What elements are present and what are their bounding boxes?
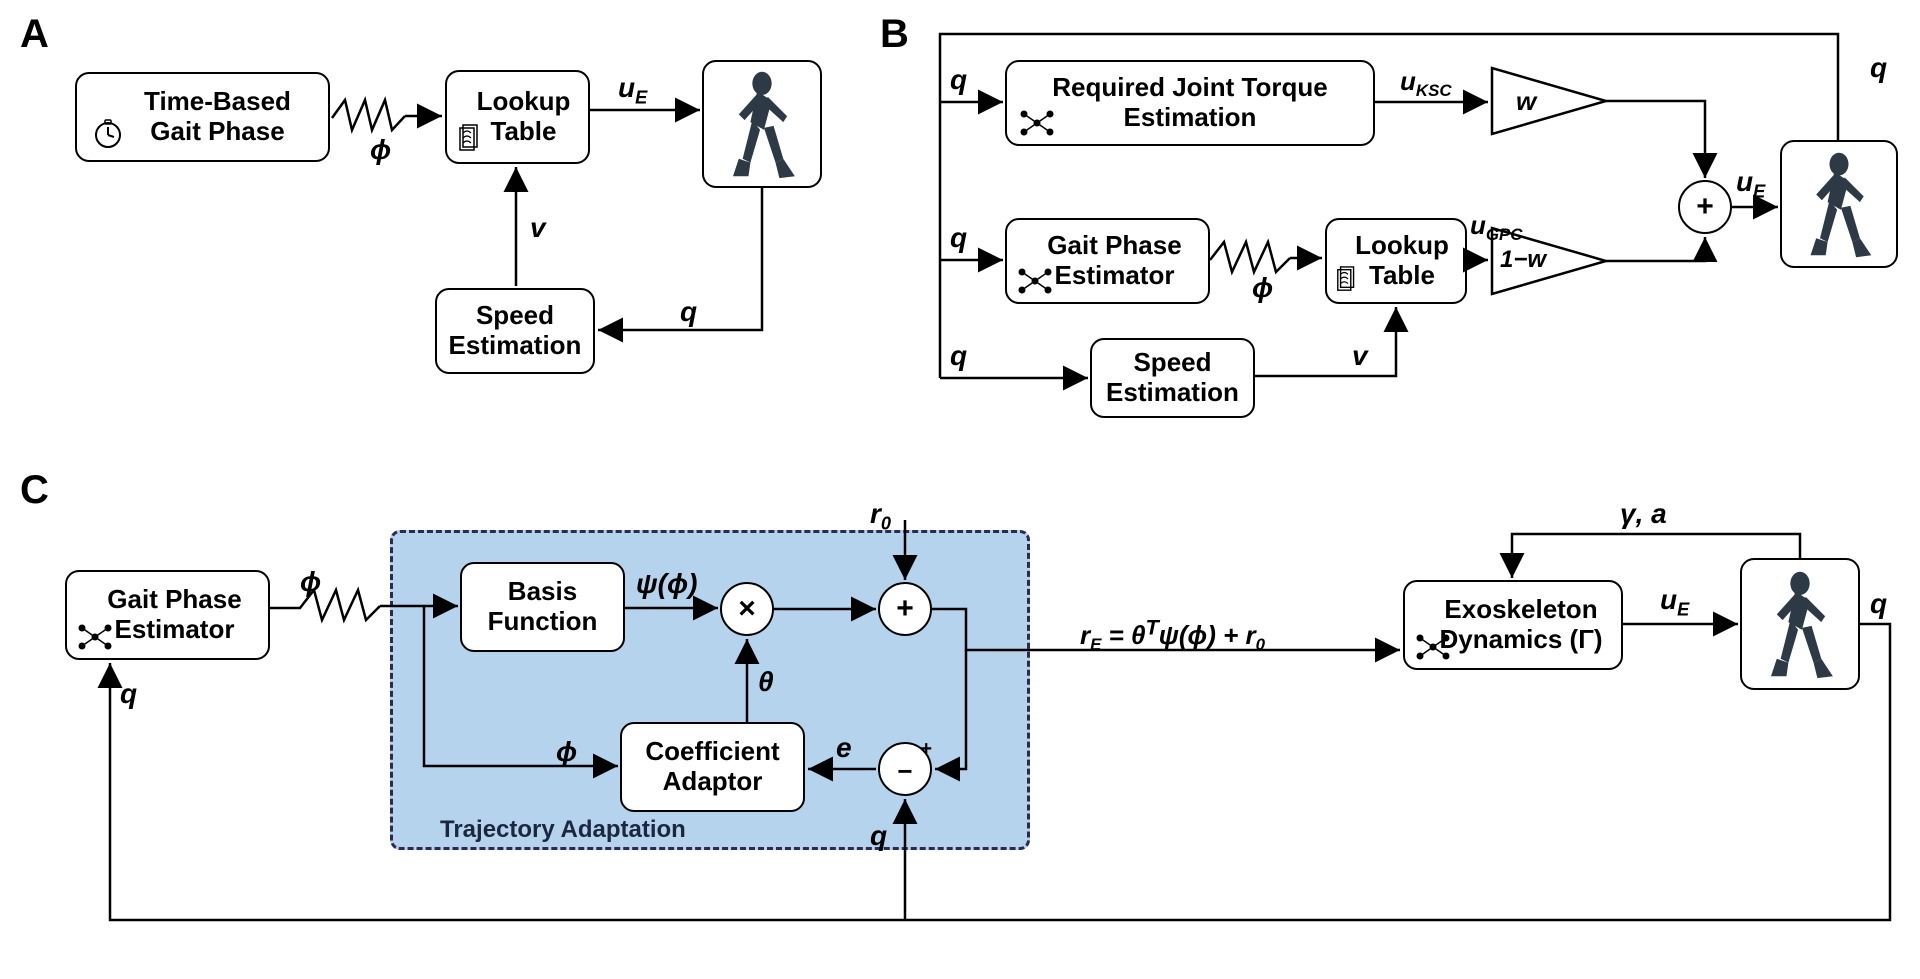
c-label-ue-text: uE	[1660, 584, 1689, 615]
c-label-q1: q	[120, 678, 137, 710]
c-mult-op: ×	[720, 582, 774, 636]
b-speed-text: Speed Estimation	[1106, 348, 1239, 408]
c-label-q3: q	[1870, 588, 1887, 620]
c-mult-symbol: ×	[738, 592, 756, 626]
c-label-gammaA: γ, a	[1620, 498, 1667, 530]
c-label-psi: ψ(ϕ)	[636, 568, 698, 600]
nn-icon	[1019, 108, 1055, 145]
panel-label-b: B	[880, 12, 909, 57]
a-label-q: q	[680, 296, 697, 328]
b-label-ue: uE	[1736, 166, 1765, 203]
c-basis-box: Basis Function	[460, 562, 625, 652]
a-label-phi: ϕ	[370, 134, 391, 166]
c-gait-phase-text: Gait Phase Estimator	[93, 585, 241, 645]
clock-icon	[91, 118, 125, 159]
nn-icon	[1017, 266, 1053, 303]
c-shaded-caption: Trajectory Adaptation	[440, 816, 686, 844]
c-label-rE-text: rE = θTψ(ϕ) + r0	[1080, 620, 1265, 650]
b-label-q4: q	[1870, 52, 1887, 84]
b-req-torque-box: Required Joint Torque Estimation	[1005, 60, 1375, 146]
a-speed-text: Speed Estimation	[449, 301, 582, 361]
a-label-ue-text: uE	[618, 72, 647, 103]
c-label-e: e	[836, 732, 852, 764]
b-label-q2: q	[950, 222, 967, 254]
a-time-gait-text: Time-Based Gait Phase	[114, 87, 291, 147]
b-lookup-box: Lookup Table	[1325, 218, 1467, 304]
c-label-rE: rE = θTψ(ϕ) + r0	[1080, 614, 1265, 655]
c-label-theta: θ	[758, 666, 774, 698]
panel-label-a: A	[20, 12, 49, 57]
b-label-phi: ϕ	[1252, 272, 1273, 304]
c-coeff-text: Coefficient Adaptor	[645, 737, 779, 797]
nn-icon	[1415, 632, 1451, 669]
c-gait-phase-box: Gait Phase Estimator	[65, 570, 270, 660]
notes-icon	[457, 122, 485, 161]
a-speed-box: Speed Estimation	[435, 288, 595, 374]
b-sum-op: +	[1678, 180, 1732, 234]
b-label-q3: q	[950, 340, 967, 372]
a-label-v: v	[530, 212, 546, 244]
c-err-op: − +	[878, 742, 932, 796]
a-lookup-box: Lookup Table	[445, 70, 590, 164]
b-label-ue-text: uE	[1736, 166, 1765, 197]
b-exoskeleton-icon	[1780, 140, 1898, 268]
b-gait-phase-box: Gait Phase Estimator	[1005, 218, 1210, 304]
b-gain-w-label: w	[1516, 86, 1536, 117]
b-label-uksc-text: uKSC	[1400, 66, 1452, 96]
c-label-ue: uE	[1660, 584, 1689, 621]
c-label-r0: r0	[870, 498, 891, 535]
c-label-q2: q	[870, 820, 887, 852]
b-gain-w-icon	[1490, 66, 1610, 136]
a-label-ue: uE	[618, 72, 647, 109]
c-label-phi2: ϕ	[556, 736, 577, 768]
c-err-symbol: −	[897, 756, 912, 787]
diagram-canvas: A B C Time-Based Gait Phase Lookup Table…	[0, 0, 1920, 979]
c-basis-text: Basis Function	[488, 577, 598, 637]
c-err-plus: +	[920, 738, 932, 761]
b-req-torque-text: Required Joint Torque Estimation	[1052, 73, 1327, 133]
c-exoskeleton-icon	[1740, 558, 1860, 690]
panel-label-c: C	[20, 468, 49, 513]
notes-icon	[1335, 264, 1361, 301]
c-coeff-box: Coefficient Adaptor	[620, 722, 805, 812]
a-exoskeleton-icon	[702, 60, 822, 188]
b-sum-symbol: +	[1696, 190, 1714, 224]
b-speed-box: Speed Estimation	[1090, 338, 1255, 418]
b-label-uksc: uKSC	[1400, 66, 1452, 101]
c-label-phi1: ϕ	[300, 566, 321, 598]
b-gain-1mw-label: 1−w	[1500, 246, 1546, 274]
c-label-r0-text: r0	[870, 498, 891, 529]
b-gait-phase-text: Gait Phase Estimator	[1033, 231, 1181, 291]
b-label-ugpc: uGPC	[1470, 210, 1523, 245]
c-add-op: +	[878, 582, 932, 636]
b-label-ugpc-text: uGPC	[1470, 210, 1523, 240]
c-add-symbol: +	[896, 592, 914, 626]
nn-icon	[77, 622, 113, 659]
a-time-gait-box: Time-Based Gait Phase	[75, 72, 330, 162]
b-label-v: v	[1352, 340, 1368, 372]
b-label-q1: q	[950, 64, 967, 96]
c-exodyn-box: Exoskeleton Dynamics (Γ)	[1403, 580, 1623, 670]
